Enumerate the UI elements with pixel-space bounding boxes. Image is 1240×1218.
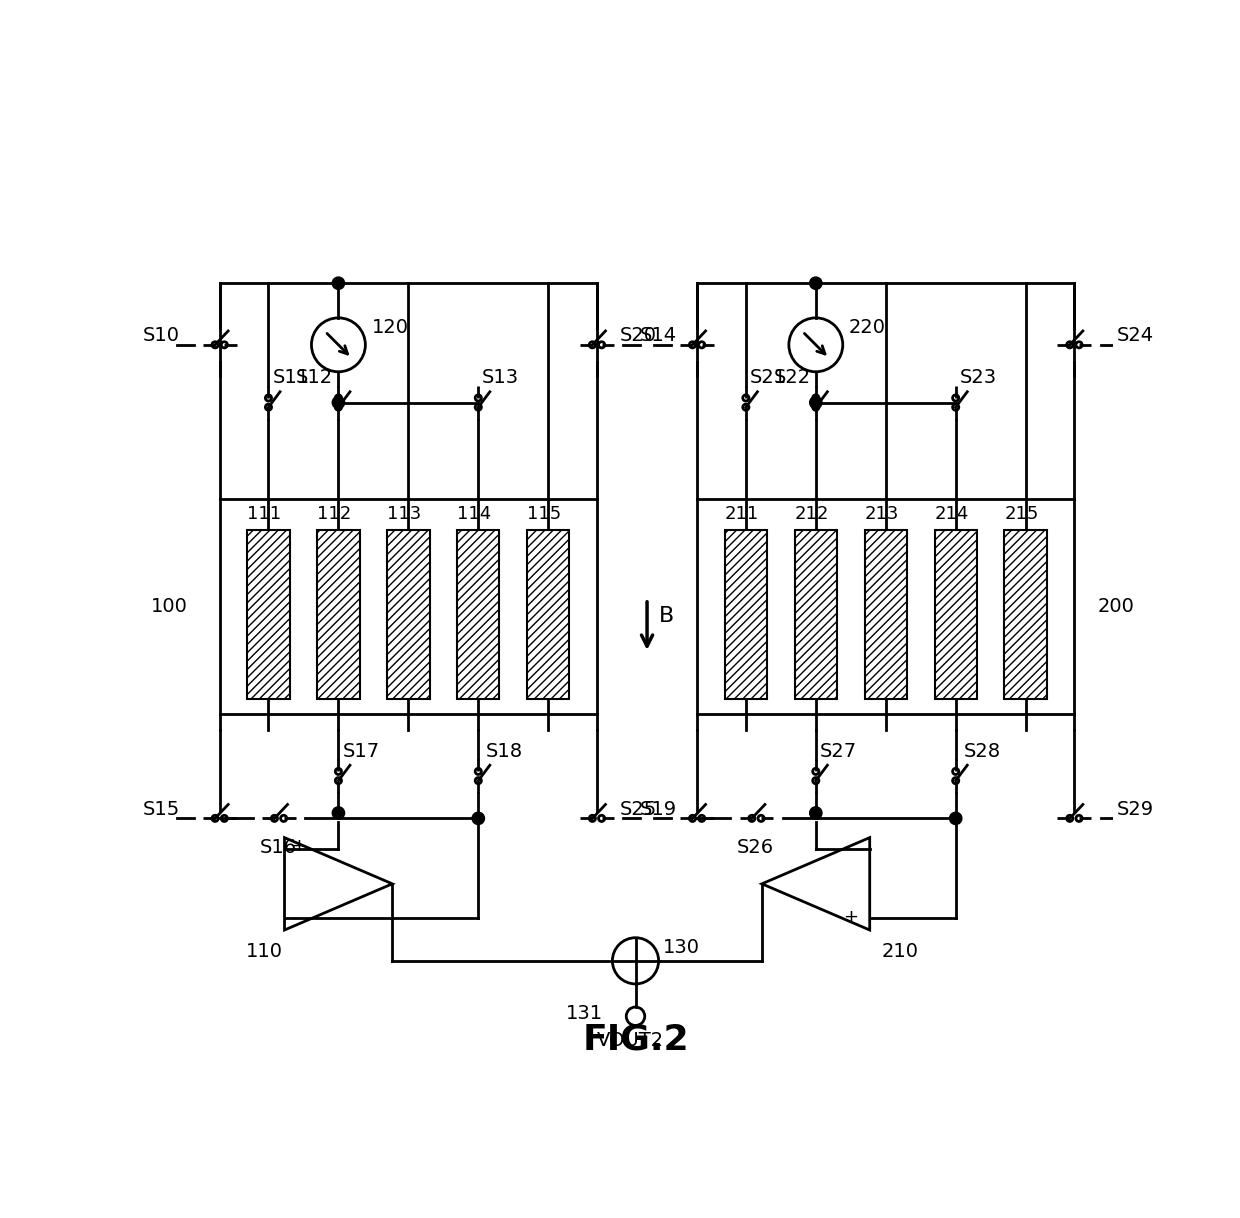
Text: 200: 200	[1097, 597, 1135, 616]
Circle shape	[332, 396, 345, 409]
Text: S22: S22	[774, 368, 811, 387]
Text: -: -	[843, 838, 849, 855]
Bar	[317, 530, 360, 699]
Text: 213: 213	[864, 505, 899, 524]
Text: 100: 100	[150, 597, 187, 616]
Bar	[795, 530, 837, 699]
Circle shape	[472, 812, 485, 825]
Circle shape	[810, 276, 822, 290]
Text: S21: S21	[750, 368, 787, 387]
Text: 112: 112	[317, 505, 351, 524]
Bar	[724, 530, 768, 699]
Text: 111: 111	[247, 505, 281, 524]
Text: 212: 212	[795, 505, 830, 524]
Text: 120: 120	[372, 318, 408, 337]
Bar	[247, 530, 290, 699]
Bar	[527, 530, 569, 699]
Bar	[935, 530, 977, 699]
Text: S29: S29	[1117, 799, 1154, 818]
Text: S15: S15	[143, 799, 180, 818]
Text: S20: S20	[620, 326, 657, 345]
Circle shape	[810, 396, 822, 409]
Text: FIG.2: FIG.2	[583, 1022, 688, 1056]
Text: S11: S11	[273, 368, 310, 387]
Text: S27: S27	[820, 742, 857, 761]
Text: S18: S18	[486, 742, 523, 761]
Text: VOUT2: VOUT2	[596, 1030, 665, 1050]
Text: S16: S16	[260, 838, 296, 857]
Circle shape	[332, 806, 345, 820]
Bar	[458, 530, 500, 699]
Text: S14: S14	[640, 326, 677, 345]
Text: S28: S28	[963, 742, 1001, 761]
Text: S17: S17	[342, 742, 379, 761]
Text: -: -	[290, 909, 298, 927]
Text: 114: 114	[458, 505, 491, 524]
Circle shape	[810, 806, 822, 820]
Text: S24: S24	[1117, 326, 1154, 345]
Text: 130: 130	[662, 938, 699, 957]
Text: S19: S19	[640, 799, 677, 818]
Circle shape	[332, 276, 345, 290]
Text: 220: 220	[849, 318, 885, 337]
Text: S25: S25	[620, 799, 657, 818]
Text: +: +	[290, 838, 306, 855]
Text: +: +	[843, 909, 858, 927]
Text: 115: 115	[527, 505, 562, 524]
Bar	[387, 530, 429, 699]
Bar	[1004, 530, 1047, 699]
Text: 210: 210	[882, 942, 919, 961]
Text: S13: S13	[482, 368, 520, 387]
Text: 110: 110	[246, 942, 283, 961]
Circle shape	[950, 812, 962, 825]
Text: 211: 211	[724, 505, 759, 524]
Text: B: B	[658, 607, 673, 626]
Text: S26: S26	[738, 838, 774, 857]
Text: S10: S10	[143, 326, 180, 345]
Text: 215: 215	[1004, 505, 1039, 524]
Text: S23: S23	[960, 368, 997, 387]
Text: 214: 214	[935, 505, 968, 524]
Text: S12: S12	[296, 368, 334, 387]
Text: 113: 113	[387, 505, 422, 524]
Bar	[864, 530, 906, 699]
Text: 131: 131	[567, 1004, 604, 1023]
